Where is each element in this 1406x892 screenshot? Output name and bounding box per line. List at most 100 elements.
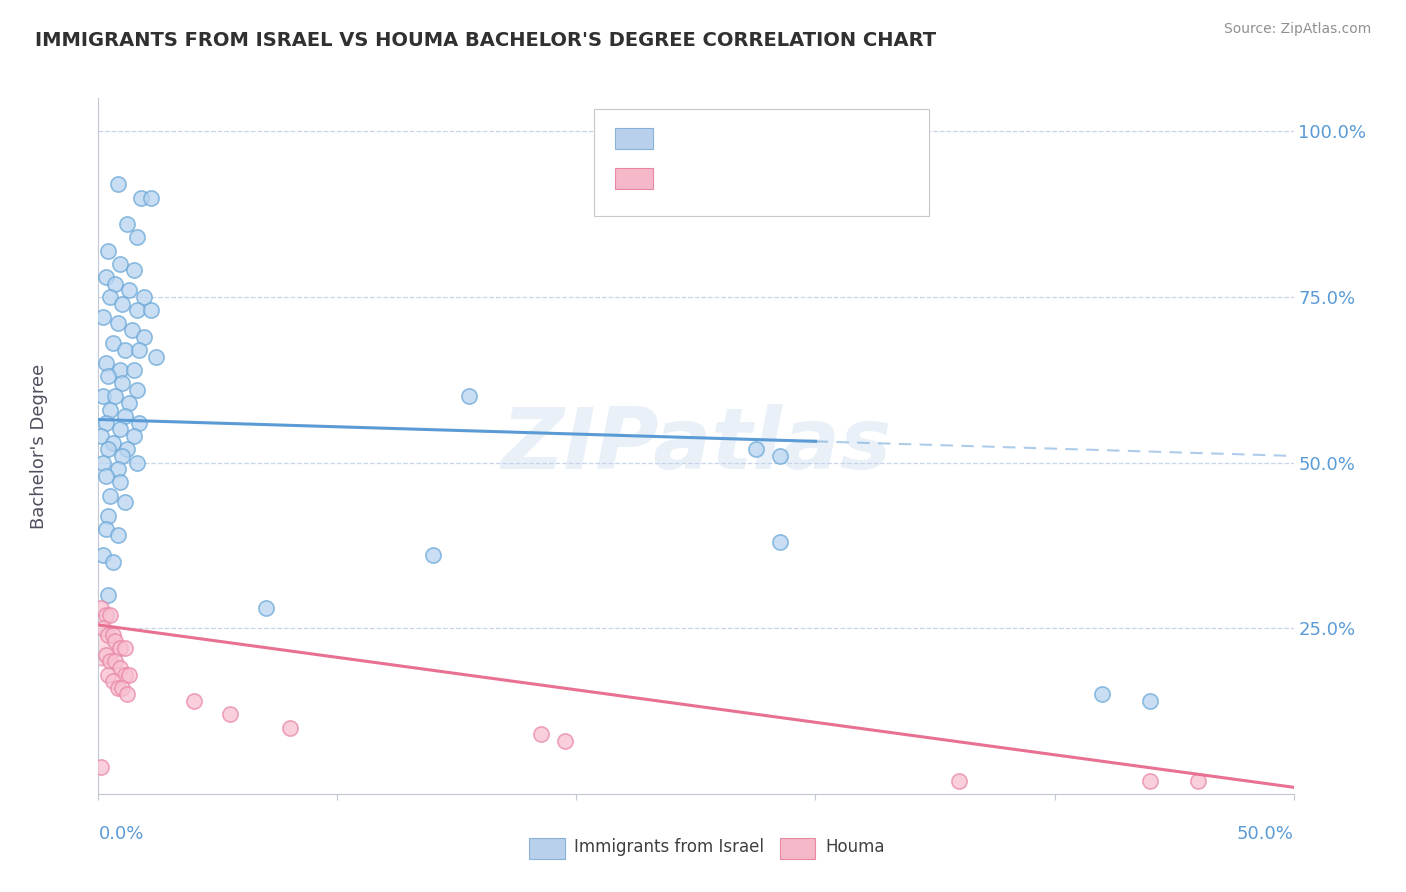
Point [115, 688, 138, 702]
Point [128, 416, 150, 430]
Point [97, 628, 120, 642]
Point [98, 489, 122, 503]
Point [132, 329, 155, 343]
Point [107, 681, 129, 695]
Point [114, 495, 136, 509]
Point [131, 190, 153, 204]
Point [104, 634, 127, 648]
Point [139, 303, 162, 318]
Point [97, 244, 120, 258]
Point [104, 277, 127, 291]
Text: R = -0.055: R = -0.055 [666, 129, 763, 147]
Point [97, 667, 120, 681]
Point [108, 363, 131, 377]
Point [114, 667, 136, 681]
FancyBboxPatch shape [614, 168, 652, 188]
Point [115, 442, 138, 457]
Point [125, 303, 148, 318]
Point [108, 257, 131, 271]
Point [254, 601, 277, 615]
Point [111, 681, 134, 695]
Text: 50.0%: 50.0% [1237, 825, 1294, 843]
Point [121, 323, 143, 337]
Point [98, 290, 122, 304]
Point [219, 707, 242, 722]
Point [145, 350, 167, 364]
Point [90, 601, 112, 615]
Point [91, 549, 114, 563]
Point [111, 376, 134, 390]
Point [1139, 773, 1161, 788]
Point [94, 468, 117, 483]
Point [768, 535, 790, 549]
Point [139, 190, 162, 204]
Point [108, 422, 131, 436]
Point [101, 674, 124, 689]
Text: Houma: Houma [825, 838, 884, 856]
Text: 0.0%: 0.0% [98, 825, 143, 843]
Point [118, 396, 141, 410]
Point [1187, 773, 1209, 788]
Point [97, 369, 120, 384]
Point [94, 270, 117, 285]
Point [91, 456, 114, 470]
Point [101, 435, 124, 450]
Text: R = -0.609: R = -0.609 [666, 169, 762, 187]
Point [128, 343, 150, 357]
Point [94, 356, 117, 370]
Point [118, 283, 141, 297]
Point [278, 721, 301, 735]
FancyBboxPatch shape [779, 838, 815, 859]
Point [101, 336, 124, 351]
Point [90, 641, 112, 656]
Point [104, 654, 127, 668]
Point [125, 456, 148, 470]
Point [125, 230, 148, 244]
Point [124, 263, 146, 277]
Point [458, 389, 481, 403]
Point [125, 383, 148, 397]
FancyBboxPatch shape [614, 128, 652, 149]
Point [94, 416, 117, 430]
Point [98, 607, 122, 622]
Point [1139, 694, 1161, 708]
Point [132, 290, 155, 304]
Point [111, 449, 134, 463]
Point [91, 621, 114, 635]
Point [91, 389, 114, 403]
Point [107, 317, 129, 331]
Point [118, 667, 141, 681]
Point [94, 522, 117, 536]
Point [115, 217, 138, 231]
Point [114, 641, 136, 656]
Text: IMMIGRANTS FROM ISRAEL VS HOUMA BACHELOR'S DEGREE CORRELATION CHART: IMMIGRANTS FROM ISRAEL VS HOUMA BACHELOR… [35, 31, 936, 50]
Point [108, 661, 131, 675]
Point [124, 429, 146, 443]
Text: N = 29: N = 29 [804, 169, 866, 187]
Point [107, 528, 129, 542]
Point [554, 734, 576, 748]
Point [91, 310, 114, 324]
Text: Bachelor's Degree: Bachelor's Degree [30, 363, 48, 529]
Point [422, 549, 444, 563]
Point [529, 727, 551, 741]
FancyBboxPatch shape [595, 109, 929, 217]
Point [97, 508, 120, 523]
Point [1091, 688, 1114, 702]
Point [107, 178, 129, 192]
Text: ZIPatlas: ZIPatlas [501, 404, 891, 488]
Point [183, 694, 205, 708]
Point [94, 607, 117, 622]
Point [107, 462, 129, 476]
Point [97, 588, 120, 602]
Point [98, 402, 122, 417]
Point [114, 409, 136, 424]
Point [94, 648, 117, 662]
Point [111, 296, 134, 310]
Point [101, 628, 124, 642]
FancyBboxPatch shape [529, 838, 565, 859]
Point [90, 429, 112, 443]
Point [768, 449, 790, 463]
Point [114, 343, 136, 357]
Point [98, 654, 122, 668]
